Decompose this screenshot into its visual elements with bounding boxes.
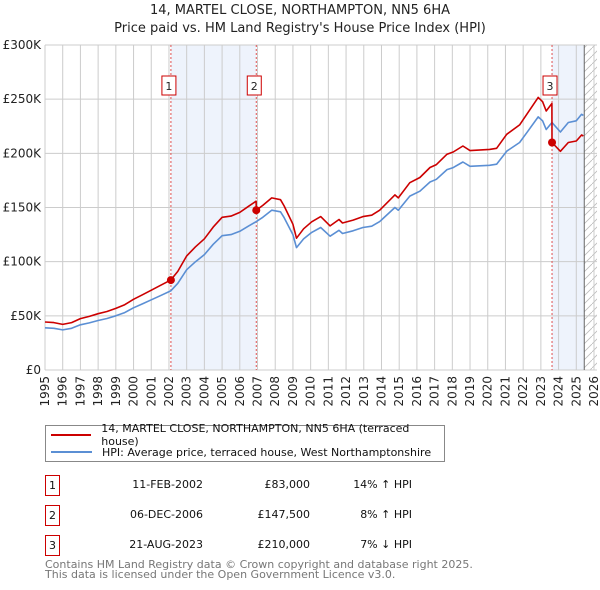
x-tick-label: 1996 bbox=[56, 376, 70, 407]
x-tick-label: 2005 bbox=[215, 376, 229, 407]
x-tick-label: 2009 bbox=[286, 376, 300, 407]
x-tick-label: 2003 bbox=[180, 376, 194, 407]
sale-hpi-diff: 14% ↑ HPI bbox=[353, 478, 412, 491]
x-tick-label: 2000 bbox=[127, 376, 141, 407]
y-tick-label: £300K bbox=[3, 38, 43, 52]
sale-date: 11-FEB-2002 bbox=[132, 478, 203, 491]
x-tick-label: 2025 bbox=[569, 376, 583, 407]
chart-subtitle: Price paid vs. HM Land Registry's House … bbox=[114, 21, 486, 36]
footer-copyright: Contains HM Land Registry data © Crown c… bbox=[45, 558, 473, 571]
legend-item-hpi: HPI: Average price, terraced house, West… bbox=[46, 444, 431, 460]
sale-price: £210,000 bbox=[257, 538, 311, 551]
sale-price: £147,500 bbox=[257, 508, 311, 521]
sale-label: 1 bbox=[165, 80, 172, 93]
x-tick-label: 2021 bbox=[498, 376, 512, 407]
sale-hpi-diff: 8% ↑ HPI bbox=[360, 508, 412, 521]
y-tick-label: £250K bbox=[3, 92, 43, 106]
legend: 14, MARTEL CLOSE, NORTHAMPTON, NN5 6HA (… bbox=[45, 422, 445, 462]
sale-hpi-diff: 7% ↓ HPI bbox=[360, 538, 412, 551]
x-tick-label: 2001 bbox=[144, 376, 158, 407]
x-tick-label: 2017 bbox=[428, 376, 442, 407]
x-tick-label: 2023 bbox=[534, 376, 548, 407]
x-tick-label: 1999 bbox=[109, 376, 123, 407]
x-tick-label: 2022 bbox=[516, 376, 530, 407]
y-tick-label: £0 bbox=[26, 363, 41, 377]
x-tick-label: 1995 bbox=[38, 376, 52, 407]
sale-point bbox=[166, 276, 175, 285]
y-tick-label: £150K bbox=[3, 201, 43, 215]
footer-licence: This data is licensed under the Open Gov… bbox=[45, 568, 396, 581]
sale-date: 21-AUG-2023 bbox=[129, 538, 203, 551]
legend-swatch-hpi bbox=[51, 451, 92, 453]
sale-label-box bbox=[161, 75, 177, 96]
legend-item-price: 14, MARTEL CLOSE, NORTHAMPTON, NN5 6HA (… bbox=[46, 422, 444, 448]
sale-date: 06-DEC-2006 bbox=[129, 508, 203, 521]
footer: Contains HM Land Registry data © Crown c… bbox=[45, 558, 473, 581]
x-tick-label: 2010 bbox=[304, 376, 318, 407]
y-tick-label: £100K bbox=[3, 255, 43, 269]
legend-swatch-price bbox=[51, 434, 92, 436]
x-tick-label: 2026 bbox=[587, 376, 600, 407]
sale-row: 1 11-FEB-2002 £83,000 14% ↑ HPI bbox=[45, 475, 425, 497]
x-tick-label: 2018 bbox=[445, 376, 459, 407]
x-tick-label: 2002 bbox=[162, 376, 176, 407]
x-tick-label: 2012 bbox=[339, 376, 353, 407]
sale-label-box bbox=[542, 75, 558, 96]
sale-price: £83,000 bbox=[264, 478, 311, 491]
chart-title: 14, MARTEL CLOSE, NORTHAMPTON, NN5 6HA bbox=[149, 3, 450, 18]
sale-row: 2 06-DEC-2006 £147,500 8% ↑ HPI bbox=[45, 505, 425, 527]
chart-plot: 1995 1996 1997 1998 1999 2000 2001 2002 2003 2004… bbox=[3, 38, 600, 407]
x-tick-label: 2016 bbox=[410, 376, 424, 407]
x-tick-label: 2006 bbox=[233, 376, 247, 407]
x-tick-label: 2015 bbox=[392, 376, 406, 407]
sale-label: 3 bbox=[547, 80, 554, 93]
x-tick-label: 2019 bbox=[463, 376, 477, 407]
x-tick-label: 1997 bbox=[73, 376, 87, 407]
price-line bbox=[44, 96, 584, 326]
x-tick-label: 2020 bbox=[481, 376, 495, 407]
sale-row: 3 21-AUG-2023 £210,000 7% ↓ HPI bbox=[45, 535, 425, 557]
sale-point bbox=[252, 206, 261, 215]
sale-marker: 3 bbox=[45, 535, 60, 556]
legend-label-price: 14, MARTEL CLOSE, NORTHAMPTON, NN5 6HA (… bbox=[101, 422, 410, 448]
x-tick-label: 2014 bbox=[374, 376, 388, 407]
sale-point bbox=[548, 138, 557, 147]
x-tick-label: 2013 bbox=[357, 376, 371, 407]
sale-marker: 2 bbox=[45, 505, 60, 526]
x-tick-label: 2024 bbox=[552, 376, 566, 407]
sale-label-box bbox=[246, 75, 262, 96]
sale-label: 2 bbox=[251, 80, 258, 93]
hpi-line bbox=[44, 113, 584, 331]
x-tick-label: 1998 bbox=[91, 376, 105, 407]
x-tick-label: 2008 bbox=[268, 376, 282, 407]
x-tick-label: 2011 bbox=[321, 376, 335, 407]
legend-label-hpi: HPI: Average price, terraced house, West… bbox=[102, 445, 432, 459]
sale-marker: 1 bbox=[45, 475, 60, 496]
y-tick-label: £200K bbox=[3, 146, 43, 160]
x-tick-label: 2004 bbox=[197, 376, 211, 407]
x-tick-label: 2007 bbox=[251, 376, 265, 407]
y-tick-label: £50K bbox=[10, 309, 42, 323]
